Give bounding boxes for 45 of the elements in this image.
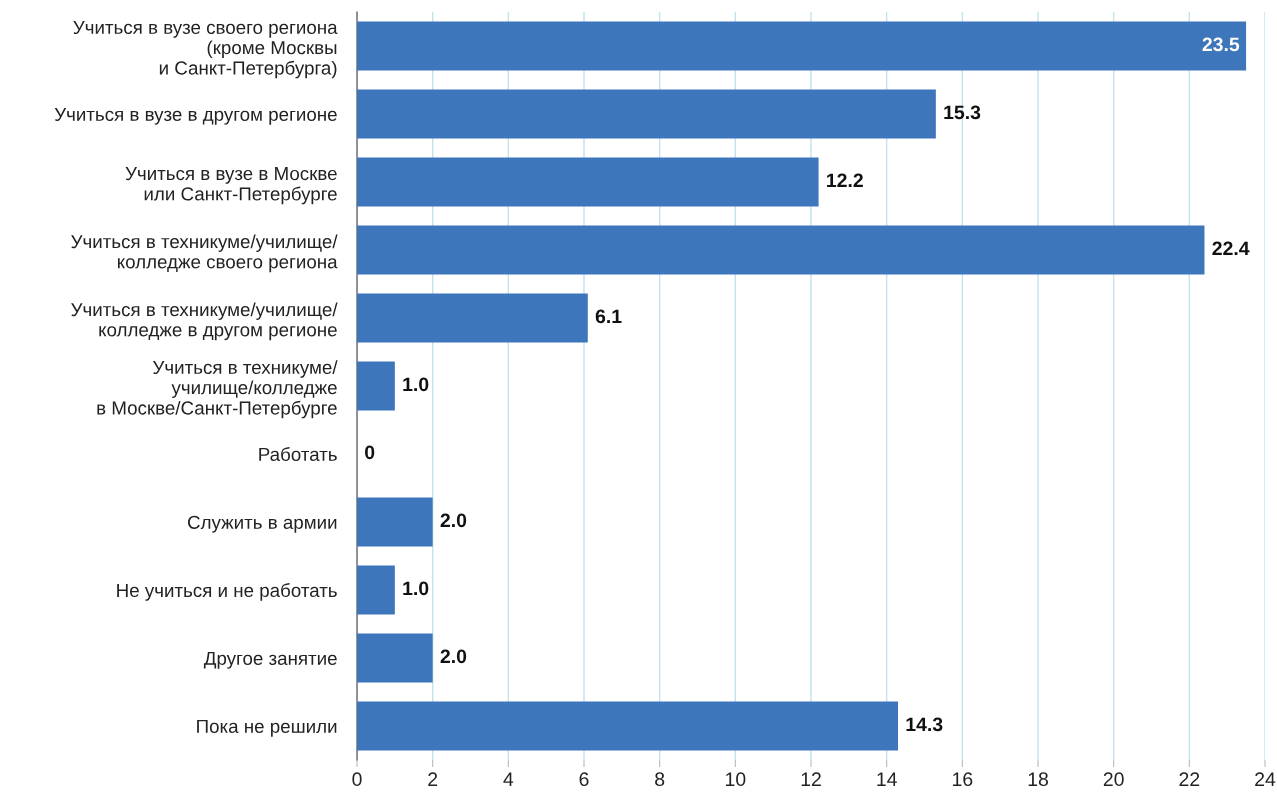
bar (357, 225, 1205, 275)
x-tick-label: 12 (801, 772, 821, 786)
data-label: 14.3 (906, 717, 943, 732)
x-tick-label: 4 (503, 772, 514, 786)
x-tick-label: 10 (726, 772, 746, 787)
bar (357, 497, 433, 547)
data-label: 22.4 (1212, 241, 1250, 256)
x-tick-label: 8 (655, 772, 665, 787)
data-label: 1.0 (403, 581, 429, 596)
bar (357, 633, 433, 683)
y-tick-label: Учиться в техникуме/ училище/колледже в Москве/Санкт-Петербурге (97, 360, 338, 419)
data-label: 2.0 (440, 649, 467, 664)
data-label: 1.0 (403, 377, 429, 392)
y-tick-label: Служить в армии (188, 515, 337, 533)
x-tick-label: 20 (1103, 772, 1124, 787)
y-tick-label: Учиться в вузе в другом регионе (54, 107, 337, 125)
y-tick-label: Другое занятие (203, 651, 337, 669)
y-tick-label: Учиться в вузе в Москве или Санкт-Петербурге (125, 167, 337, 205)
x-tick-label: 14 (877, 772, 897, 786)
bar (357, 21, 1247, 71)
y-tick-label: Пока не решили (197, 719, 337, 737)
bar (357, 361, 395, 411)
x-tick-label: 0 (352, 772, 362, 787)
bar (357, 293, 588, 343)
x-tick-label: 22 (1179, 772, 1200, 786)
x-tick-label: 18 (1028, 772, 1048, 787)
y-tick-label: Учиться в вузе своего региона (кроме Москвы и Санкт-Петербурга) (73, 20, 338, 79)
y-tick-label: Учиться в техникуме/училище/ колледже своего региона (71, 234, 338, 273)
data-label: 6.1 (595, 309, 622, 324)
y-tick-label: Учиться в техникуме/училище/ колледже в другом регионе (71, 302, 338, 341)
bar (357, 701, 899, 751)
x-tick-label: 16 (953, 772, 973, 787)
y-tick-label: Работать (259, 447, 337, 461)
x-tick-label: 2 (428, 772, 438, 786)
x-tick-label: 24 (1255, 772, 1276, 786)
bar (357, 89, 936, 139)
x-tick-label: 6 (579, 772, 589, 787)
data-label: 15.3 (944, 105, 981, 120)
data-label: 2.0 (440, 513, 467, 528)
data-label: 23.5 (1202, 37, 1240, 52)
bar (357, 565, 395, 615)
bar (357, 157, 819, 207)
data-label: 12.2 (827, 173, 863, 188)
y-tick-label: Не учиться и не работать (117, 583, 337, 601)
data-label: 0 (365, 445, 375, 460)
